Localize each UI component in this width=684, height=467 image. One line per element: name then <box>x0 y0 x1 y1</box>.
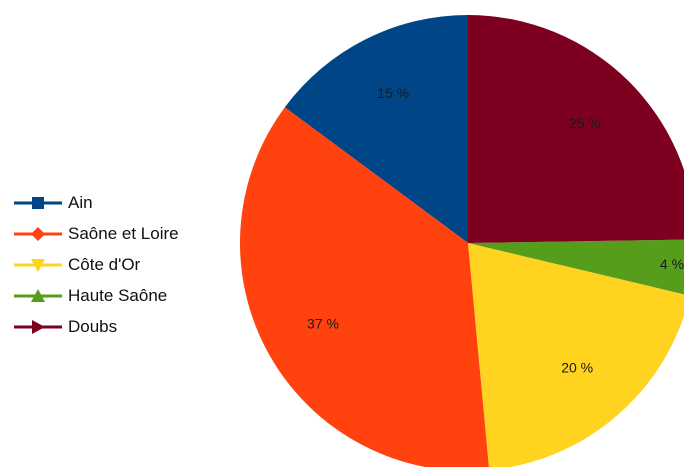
data-label-haute-saone: 4 % <box>660 256 684 272</box>
pie-slice-ain <box>284 15 468 243</box>
pie-slice-saone-et-loire <box>240 107 489 467</box>
legend-item-cote-d-or: Côte d'Or <box>12 249 179 280</box>
pie-slice-doubs <box>468 15 684 243</box>
legend-item-haute-saone: Haute Saône <box>12 280 179 311</box>
legend-label: Haute Saône <box>68 285 168 305</box>
triangle-up-marker-icon <box>14 288 62 302</box>
diamond-marker-icon <box>14 226 62 241</box>
pie-slice-cote-d-or <box>468 243 684 467</box>
legend-item-ain: Ain <box>12 187 179 218</box>
legend-label: Côte d'Or <box>68 254 141 274</box>
legend-label: Doubs <box>68 316 118 336</box>
square-marker-icon <box>14 196 62 209</box>
data-label-cote-d-or: 20 % <box>561 359 593 375</box>
triangle-right-marker-icon <box>14 319 62 334</box>
pie-slice-haute-saone <box>468 239 684 295</box>
legend-item-doubs: Doubs <box>12 311 179 342</box>
legend-label: Ain <box>68 192 93 212</box>
data-label-ain: 15 % <box>377 85 409 101</box>
pie-slices <box>240 15 684 467</box>
legend: Ain Saône et Loire Côte d'Or Haute Saône <box>12 187 179 342</box>
data-label-saone-et-loire: 37 % <box>307 315 339 331</box>
data-label-doubs: 25 % <box>569 115 601 131</box>
legend-label: Saône et Loire <box>68 223 179 243</box>
legend-item-saone-et-loire: Saône et Loire <box>12 218 179 249</box>
triangle-down-marker-icon <box>14 258 62 272</box>
slice-labels: 15 % 37 % 20 % 4 % 25 % <box>307 85 684 375</box>
